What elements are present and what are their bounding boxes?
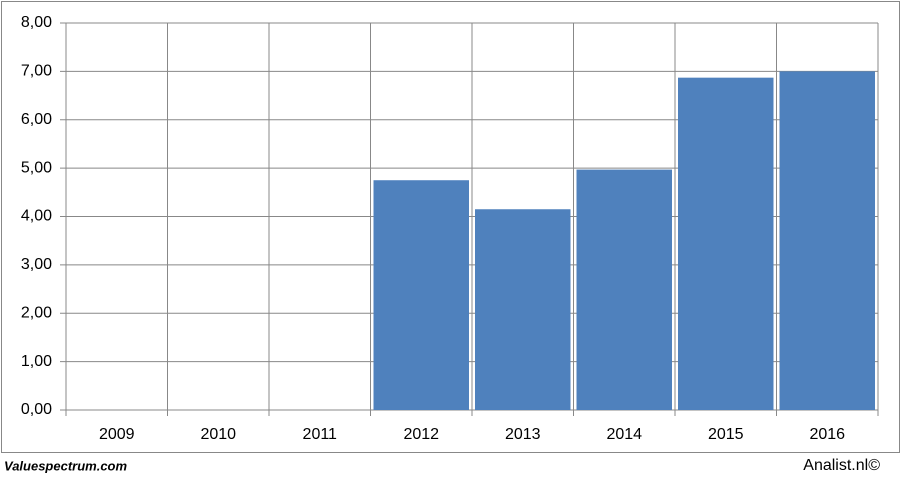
x-tick-label: 2011 bbox=[303, 426, 338, 443]
x-tick-label: 2013 bbox=[505, 426, 541, 443]
x-tick-label: 2016 bbox=[809, 426, 845, 443]
bar bbox=[475, 209, 571, 410]
y-tick-label: 2,00 bbox=[21, 304, 52, 321]
bar bbox=[678, 77, 774, 410]
x-tick-label: 2014 bbox=[606, 426, 642, 443]
y-tick-label: 7,00 bbox=[21, 63, 52, 80]
bar bbox=[373, 180, 469, 410]
bar bbox=[576, 169, 672, 410]
credit: Analist.nl© bbox=[803, 457, 880, 474]
x-tick-label: 2010 bbox=[200, 426, 236, 443]
y-tick-label: 3,00 bbox=[21, 256, 52, 273]
x-tick-label: 2015 bbox=[708, 426, 744, 443]
y-tick-label: 8,00 bbox=[21, 14, 52, 31]
y-tick-label: 5,00 bbox=[21, 159, 52, 176]
y-tick-label: 0,00 bbox=[21, 401, 52, 418]
y-tick-label: 4,00 bbox=[21, 208, 52, 225]
source: Valuespectrum.com bbox=[4, 458, 128, 473]
bar bbox=[779, 71, 875, 410]
x-tick-label: 2012 bbox=[403, 426, 439, 443]
y-tick-label: 6,00 bbox=[21, 111, 52, 128]
y-tick-label: 1,00 bbox=[21, 353, 52, 370]
x-tick-label: 2009 bbox=[99, 426, 135, 443]
